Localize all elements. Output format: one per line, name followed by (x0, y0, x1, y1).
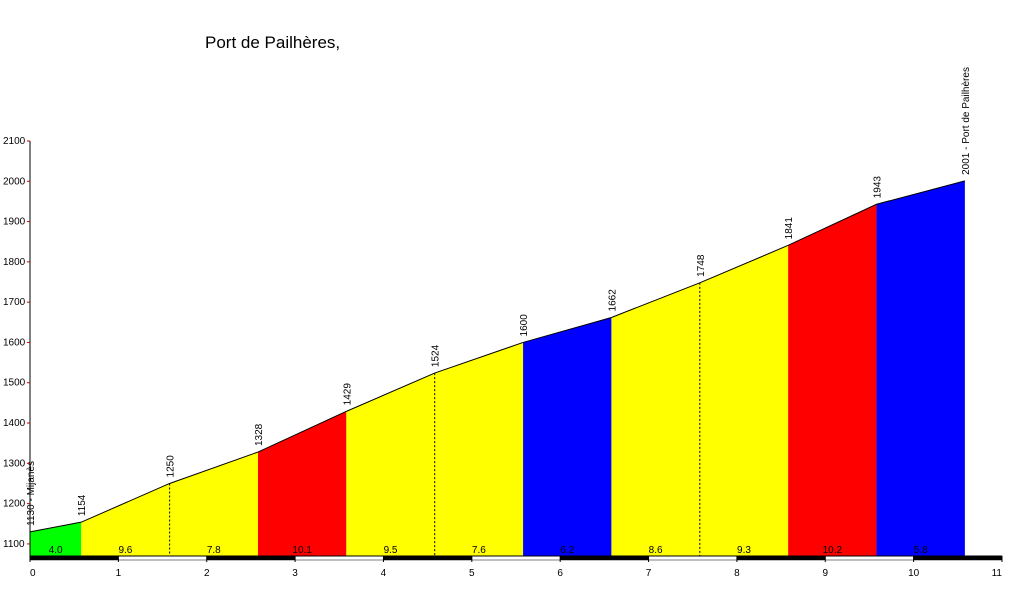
segment (788, 204, 877, 557)
gradient-label: 5.8 (914, 545, 928, 556)
x-tick-label: 10 (908, 568, 920, 579)
y-tick-label: 1100 (3, 539, 25, 550)
gradient-label: 8.6 (649, 545, 663, 556)
km-bar (648, 555, 738, 561)
x-tick-label: 11 (992, 568, 1003, 579)
gradient-label: 7.6 (472, 545, 486, 556)
km-bar (29, 555, 119, 561)
segment (699, 245, 789, 556)
y-tick-label: 2100 (3, 136, 26, 147)
x-tick-label: 7 (646, 568, 652, 579)
point-label: 1130 - Mijanès (26, 461, 37, 526)
point-label: 1600 (519, 314, 530, 337)
x-tick-label: 6 (557, 568, 563, 579)
gradient-label: 4.0 (49, 545, 63, 556)
gradient-label: 10.1 (292, 545, 312, 556)
segment (434, 342, 524, 556)
x-tick-label: 3 (292, 568, 298, 579)
segment (611, 282, 700, 556)
y-tick-label: 1200 (3, 499, 26, 510)
y-tick-label: 2000 (3, 176, 26, 187)
x-tick-label: 2 (204, 568, 210, 579)
y-tick-label: 1800 (3, 257, 26, 268)
y-tick-label: 1600 (3, 337, 26, 348)
x-tick-label: 9 (822, 568, 828, 579)
y-tick-label: 1300 (3, 458, 26, 469)
km-bar (118, 555, 207, 561)
point-label: 2001 - Port de Pailhères (961, 67, 972, 175)
segment (876, 180, 965, 556)
x-tick-label: 8 (734, 568, 740, 579)
point-label: 1524 (431, 344, 442, 367)
gradient-label: 9.3 (737, 545, 751, 556)
gradient-label: 7.8 (207, 545, 221, 556)
km-bar (736, 555, 826, 561)
point-label: 1662 (607, 289, 618, 312)
gradient-label: 10.2 (823, 545, 843, 556)
point-label: 1328 (254, 423, 265, 446)
gradient-label: 9.5 (384, 545, 398, 556)
km-bar (471, 555, 561, 561)
km-bar (294, 555, 384, 561)
point-label: 1154 (77, 494, 88, 516)
gradient-label: 9.6 (118, 545, 132, 556)
segment (169, 452, 258, 556)
km-bar (559, 555, 649, 561)
point-label: 1841 (784, 217, 795, 240)
km-bar (383, 555, 473, 561)
segment (523, 317, 612, 556)
km-bar (206, 555, 296, 561)
point-label: 1943 (873, 176, 884, 199)
y-tick-label: 1900 (3, 217, 26, 228)
segment (346, 373, 435, 556)
segment (81, 483, 170, 556)
x-tick-label: 0 (30, 568, 36, 579)
gradient-label: 6.2 (560, 545, 574, 556)
point-label: 1250 (166, 455, 177, 478)
point-label: 1748 (696, 254, 707, 277)
x-tick-label: 5 (469, 568, 475, 579)
x-tick-label: 1 (116, 568, 122, 579)
segment (257, 411, 347, 556)
y-tick-label: 1700 (3, 297, 26, 308)
x-tick-label: 4 (381, 568, 387, 579)
chart-title: Port de Pailhères, (205, 33, 340, 52)
y-tick-label: 1400 (3, 418, 26, 429)
km-bar (913, 555, 1003, 561)
km-bar (825, 555, 914, 561)
profile-line (29, 180, 966, 533)
point-label: 1429 (342, 383, 353, 406)
segment (30, 522, 82, 556)
y-tick-label: 1500 (3, 378, 26, 389)
